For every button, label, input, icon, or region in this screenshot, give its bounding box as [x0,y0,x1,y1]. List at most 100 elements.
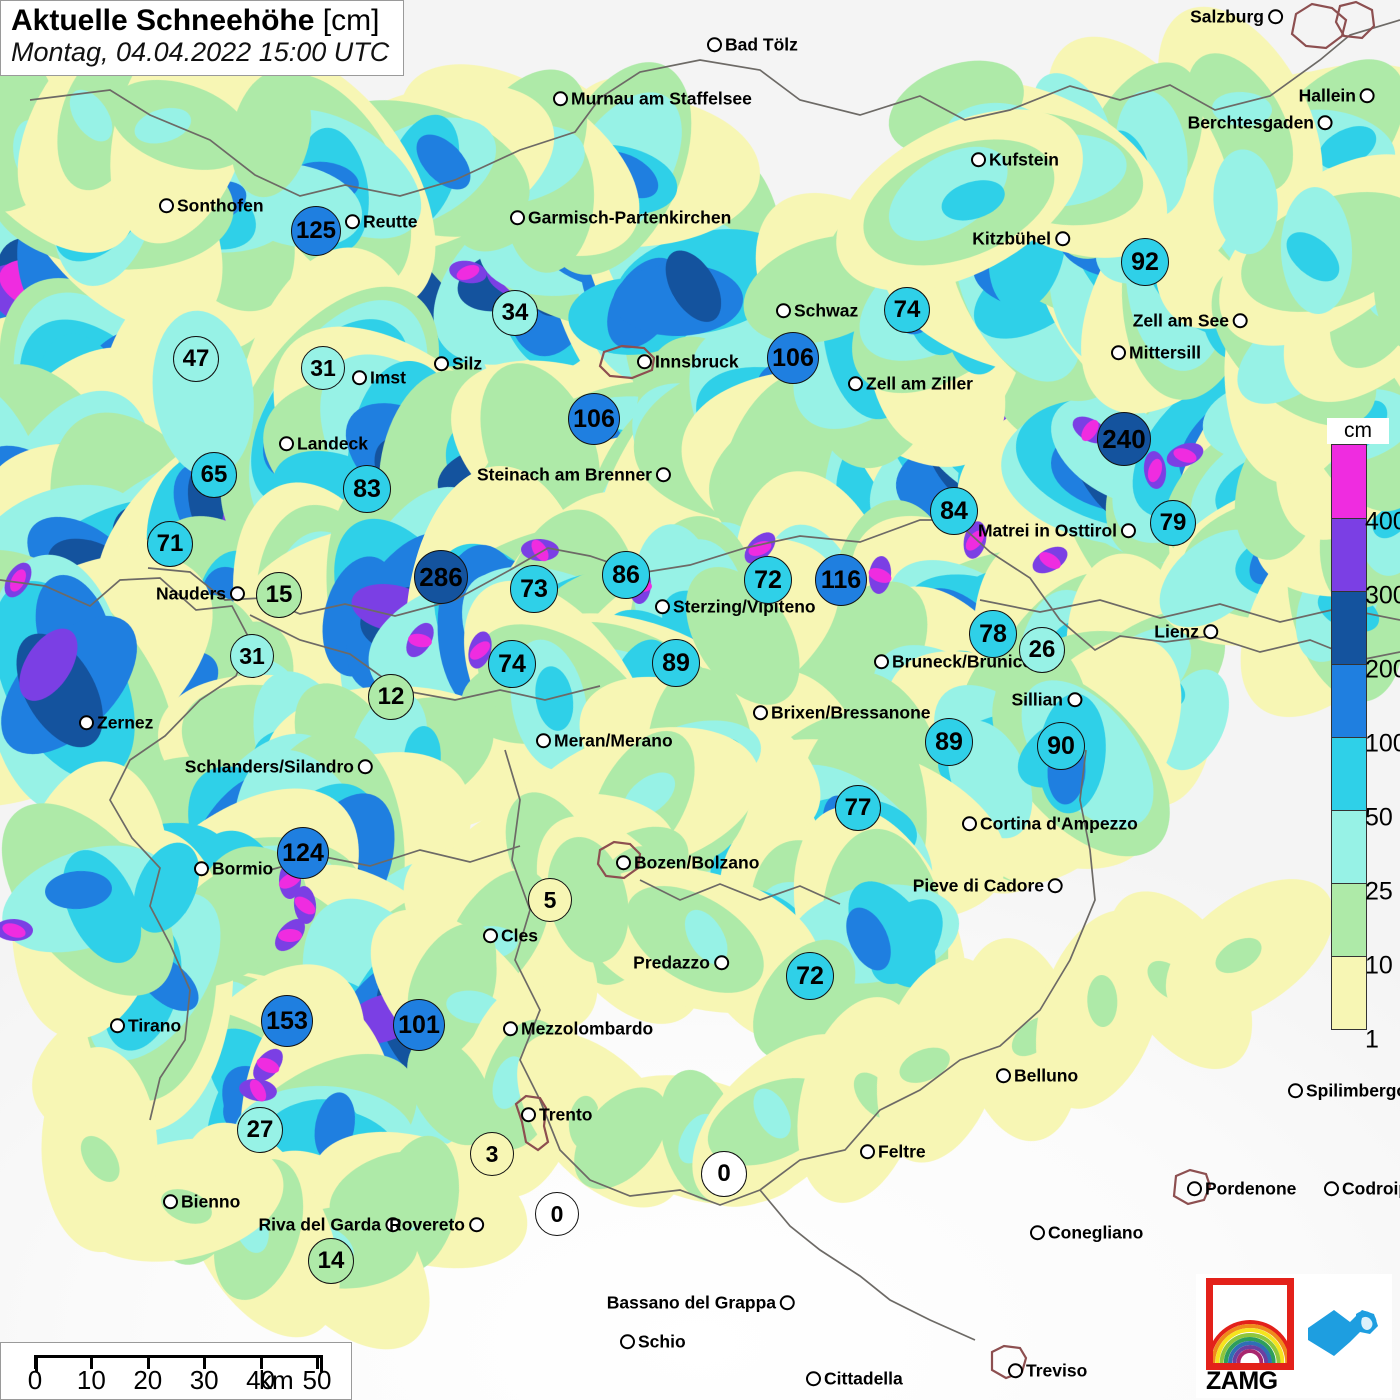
colorbar-tick-label: 300 [1365,581,1400,610]
station-marker[interactable]: 3 [470,1132,514,1176]
station-marker[interactable]: 73 [510,565,558,613]
city-label-text: Schio [638,1331,686,1352]
station-marker[interactable]: 27 [237,1107,283,1153]
station-value: 153 [266,1006,308,1035]
colorbar-segment [1332,664,1366,737]
station-marker[interactable]: 31 [301,346,345,390]
station-marker[interactable]: 106 [767,332,819,384]
station-marker[interactable]: 15 [256,572,302,618]
station-marker[interactable]: 89 [925,718,973,766]
station-marker[interactable]: 12 [368,674,414,720]
city-dot [483,928,498,944]
city-dot [79,715,94,731]
scale-tick-label: 0 [27,1365,43,1395]
station-value: 5 [543,886,557,913]
city-label-text: Trento [539,1104,593,1125]
city-label: Nauders [156,585,245,603]
station-marker[interactable]: 153 [261,995,313,1047]
geosphere-mountain-icon [1308,1310,1378,1356]
city-label-text: Imst [370,367,406,388]
city-dot [536,733,551,749]
city-label-text: Cles [501,925,538,946]
city-label-text: Landeck [297,433,368,454]
colorbar-segment [1332,591,1366,664]
station-marker[interactable]: 0 [535,1192,579,1236]
city-label-text: Spilimbergo [1306,1080,1400,1101]
city-label: Trento [521,1106,592,1124]
city-dot [1067,692,1082,708]
zamg-wordmark: ZAMG [1206,1367,1278,1395]
scale-unit-label: km [259,1365,294,1395]
city-dot [194,861,209,877]
city-label: Riva del Garda [258,1216,400,1234]
station-marker[interactable]: 92 [1121,238,1169,286]
city-label: Bienno [163,1193,240,1211]
station-marker[interactable]: 124 [277,827,329,879]
station-marker[interactable]: 84 [930,487,978,535]
city-label-text: Garmisch-Partenkirchen [528,207,732,228]
colorbar: cm 400 300 200 100 50 25 10 1 [1327,418,1400,1052]
city-label: Silz [434,355,482,373]
station-marker[interactable]: 86 [602,551,650,599]
station-marker[interactable]: 106 [568,393,620,445]
station-marker[interactable]: 77 [835,785,881,831]
city-label: Feltre [860,1143,926,1161]
city-label: Pieve di Cadore [913,877,1063,895]
station-marker[interactable]: 72 [744,556,792,604]
rainbow-arc [1232,1345,1268,1363]
station-value: 47 [182,345,210,372]
station-marker[interactable]: 125 [291,206,341,256]
station-marker[interactable]: 72 [786,952,834,1000]
station-marker[interactable]: 74 [488,640,536,688]
station-marker[interactable]: 240 [1097,412,1151,466]
station-marker[interactable]: 79 [1150,500,1196,546]
city-dot [503,1021,518,1037]
city-label-text: Cortina d'Ampezzo [980,813,1138,834]
city-label: Zernez [79,714,153,732]
station-marker[interactable]: 34 [492,290,538,336]
city-label-text: Zell am Ziller [866,373,973,394]
zamg-rainbow-icon [1206,1278,1294,1370]
station-marker[interactable]: 101 [393,999,445,1051]
city-label-text: Zell am See [1132,310,1229,331]
city-dot [1268,9,1283,25]
station-marker[interactable]: 83 [343,465,391,513]
station-value: 14 [317,1247,345,1274]
city-dot [1055,231,1070,247]
station-marker[interactable]: 90 [1037,722,1085,770]
city-dot [358,759,373,775]
city-dot [510,210,525,226]
city-label-text: Bruneck/Brunico [892,651,1033,672]
city-dot [780,1295,795,1311]
city-label-text: Kitzbühel [972,228,1051,249]
scale-tick-label: 50 [302,1365,332,1395]
station-marker[interactable]: 47 [173,336,219,382]
station-marker[interactable]: 14 [308,1238,354,1284]
station-value: 92 [1131,247,1159,276]
city-label: Garmisch-Partenkirchen [510,209,731,227]
station-marker[interactable]: 74 [884,287,930,333]
station-marker[interactable]: 5 [528,878,572,922]
station-value: 27 [246,1116,274,1143]
scale-tick-label: 20 [133,1365,163,1395]
station-marker[interactable]: 286 [414,550,468,604]
title-main: Aktuelle Schneehöhe [11,4,315,37]
colorbar-bands [1331,444,1367,1030]
city-label: Pordenone [1187,1180,1296,1198]
station-marker[interactable]: 116 [815,554,867,606]
station-marker[interactable]: 65 [191,452,237,498]
station-marker[interactable]: 78 [969,610,1017,658]
city-dot [620,1334,635,1350]
city-label: Innsbruck [637,353,739,371]
station-marker[interactable]: 71 [147,521,193,567]
station-value: 71 [156,530,184,557]
city-dot [385,1217,400,1233]
colorbar-tick-label: 200 [1365,655,1400,684]
station-marker[interactable]: 89 [652,639,700,687]
station-value: 78 [979,619,1007,648]
station-marker[interactable]: 0 [701,1151,747,1197]
station-marker[interactable]: 26 [1019,627,1065,673]
city-label: Treviso [1008,1362,1087,1380]
title-box: Aktuelle Schneehöhe [cm] Montag, 04.04.2… [0,0,405,76]
station-marker[interactable]: 31 [230,634,274,678]
